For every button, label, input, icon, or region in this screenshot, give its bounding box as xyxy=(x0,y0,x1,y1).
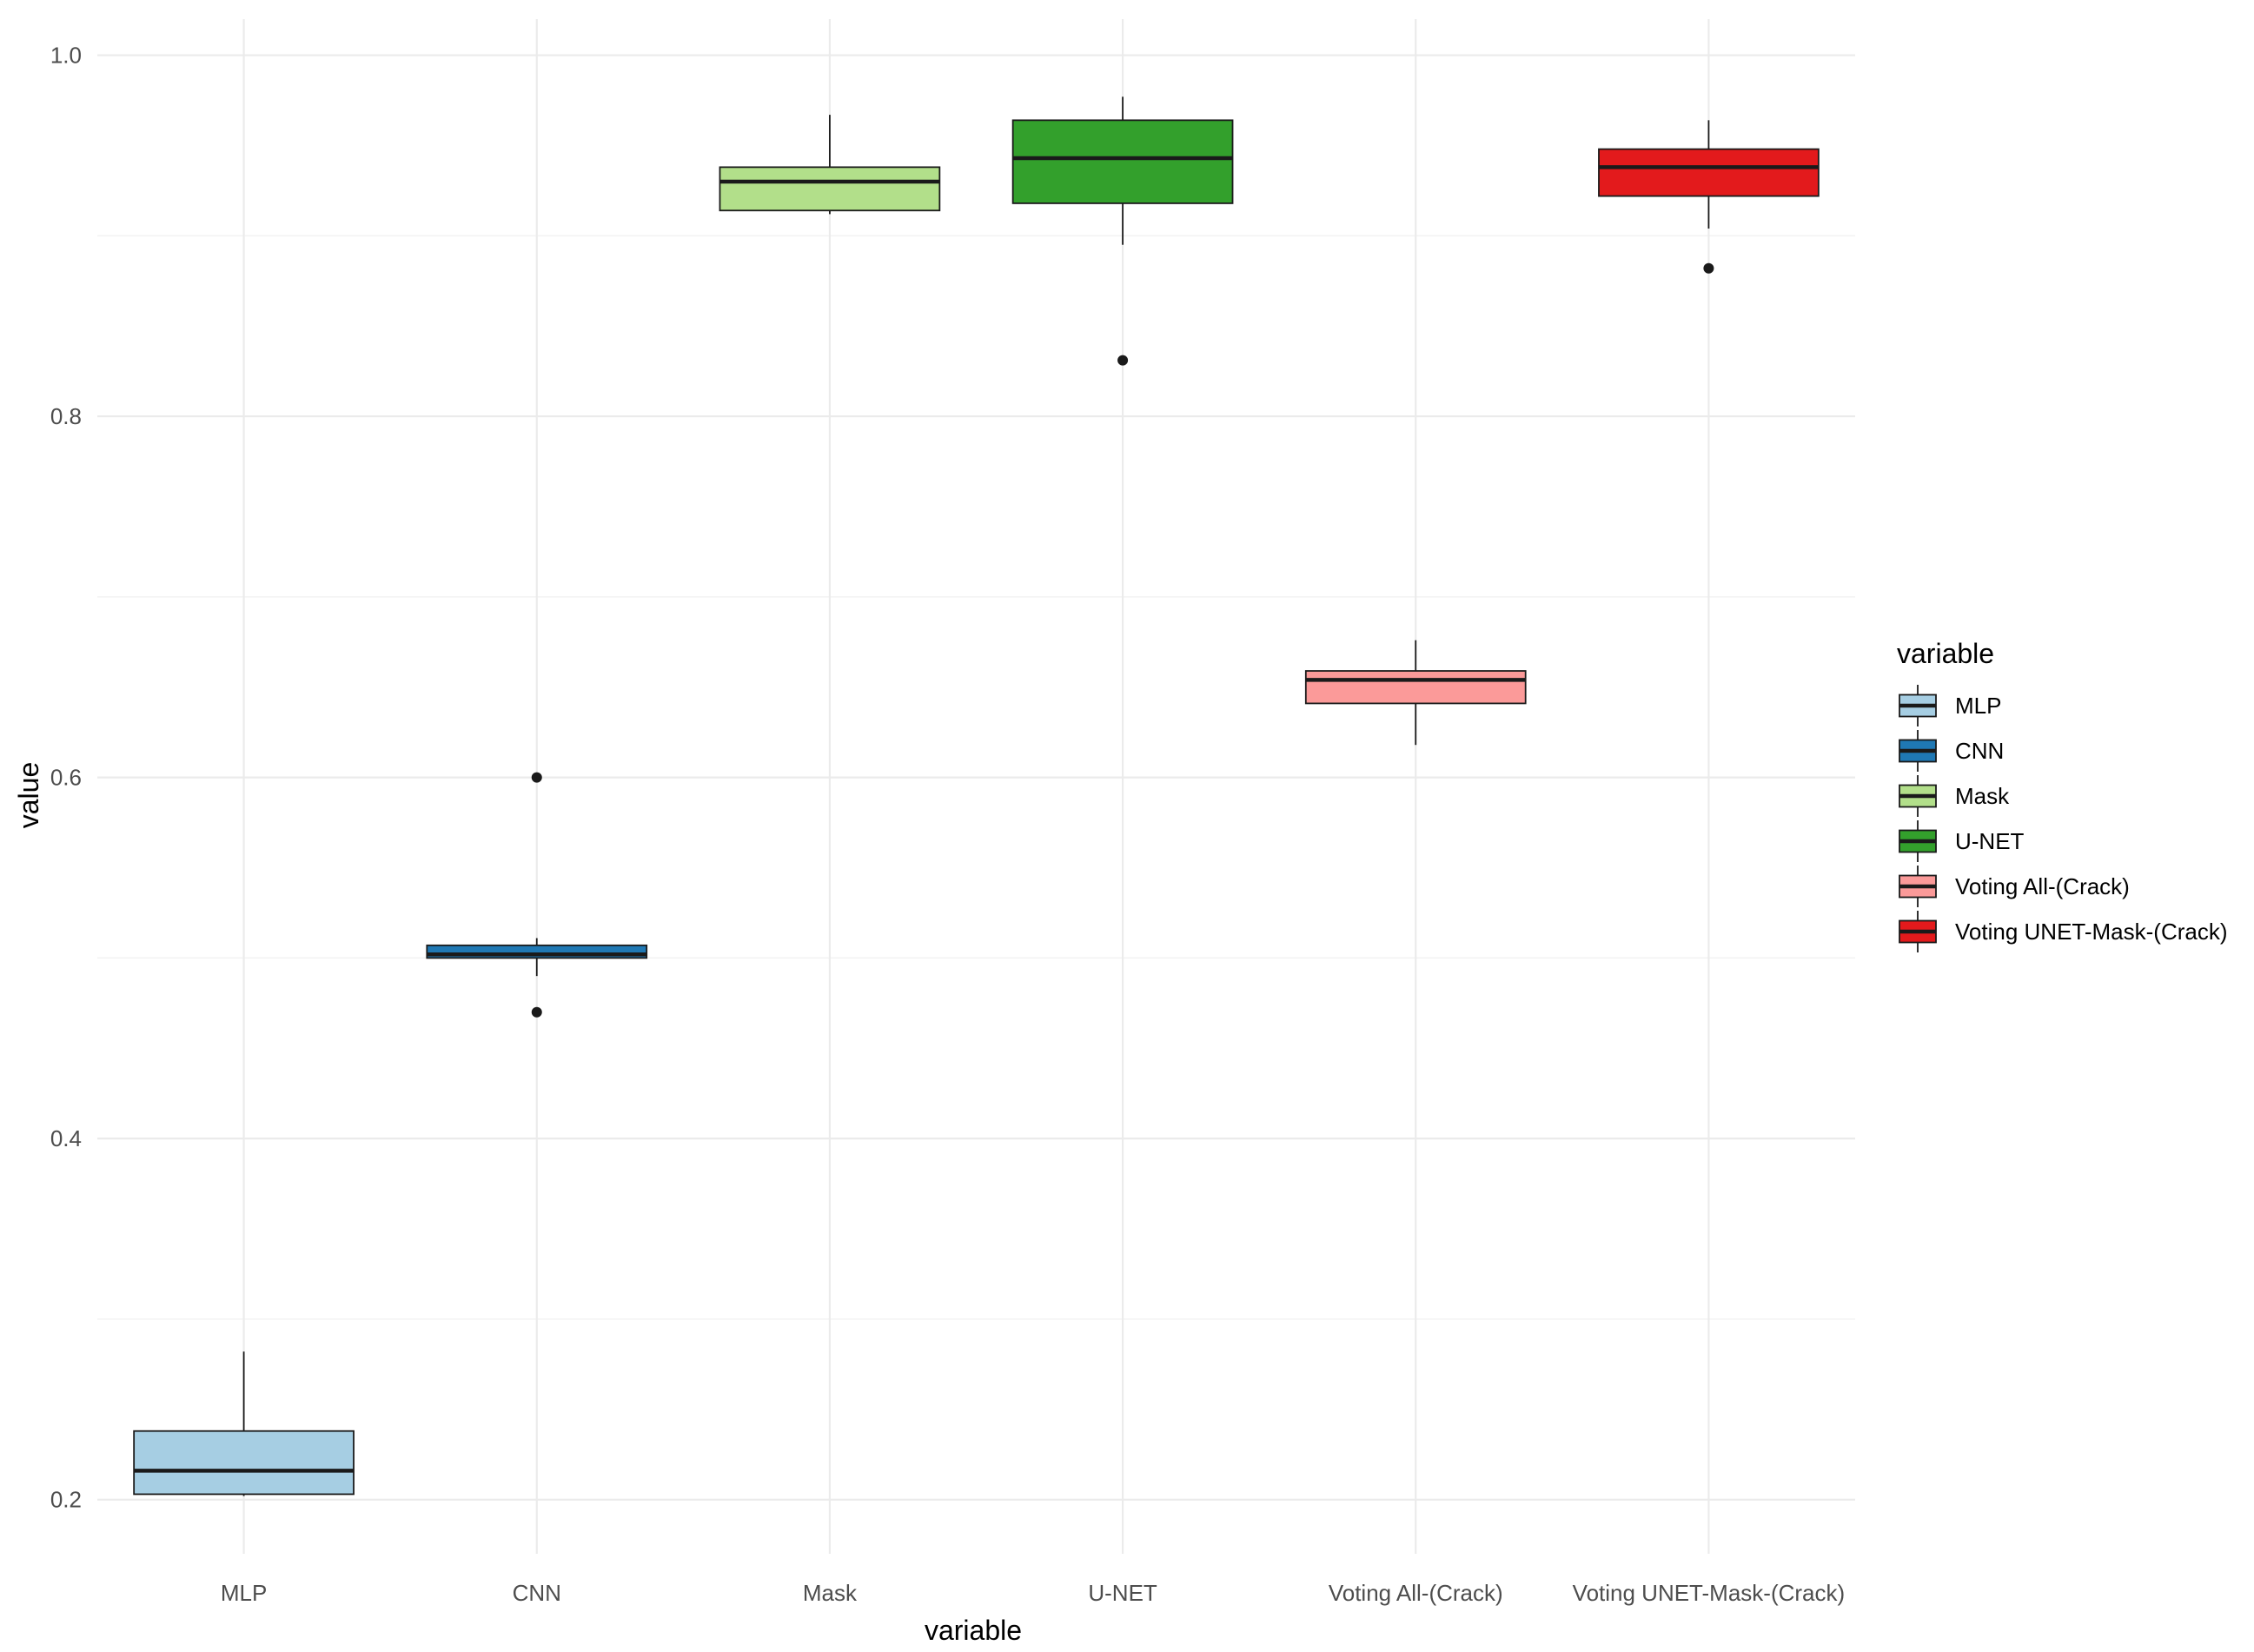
legend-label: Mask xyxy=(1955,783,2010,809)
y-tick-label: 0.8 xyxy=(50,403,82,429)
box-4 xyxy=(1011,96,1234,366)
outlier-point xyxy=(1703,262,1714,274)
box-6 xyxy=(1598,120,1820,274)
box-body xyxy=(133,1430,355,1496)
legend-item: U-NET xyxy=(1899,820,2025,862)
outlier-point xyxy=(531,772,542,783)
x-tick-label: CNN xyxy=(513,1580,561,1606)
legend-item: MLP xyxy=(1899,685,2001,726)
legend-label: MLP xyxy=(1955,693,2001,719)
legend-label: U-NET xyxy=(1955,828,2025,854)
x-tick-label: Voting All-(Crack) xyxy=(1329,1580,1503,1606)
legend-items: MLP CNN Mask U-NET Voting All-(Crack) Voting … xyxy=(1899,685,2228,952)
legend-item: CNN xyxy=(1899,730,2004,772)
box-body xyxy=(1011,119,1234,204)
box-body xyxy=(1598,148,1820,197)
legend: variable MLP CNN Mask U-NET Voting All-(Crac… xyxy=(1897,638,2228,952)
legend-label: CNN xyxy=(1955,738,2004,764)
y-axis-title: value xyxy=(13,762,44,829)
box-1 xyxy=(133,1351,355,1496)
box-3 xyxy=(719,115,941,215)
legend-item: Voting All-(Crack) xyxy=(1899,866,2130,907)
outlier-point xyxy=(531,1006,542,1018)
boxes xyxy=(133,96,1820,1496)
x-tick-label: Voting UNET-Mask-(Crack) xyxy=(1573,1580,1846,1606)
x-tick-label: MLP xyxy=(221,1580,267,1606)
box-2 xyxy=(426,772,648,1018)
y-tick-label: 0.4 xyxy=(50,1125,82,1151)
x-axis-title: variable xyxy=(925,1615,1022,1646)
x-axis-ticks: MLP CNN Mask U-NET Voting All-(Crack) Voting … xyxy=(221,1580,1845,1606)
grid xyxy=(97,19,1855,1554)
legend-title: variable xyxy=(1897,638,1994,669)
x-tick-label: U-NET xyxy=(1088,1580,1157,1606)
box-body xyxy=(1304,670,1527,705)
y-tick-label: 0.6 xyxy=(50,765,82,791)
legend-label: Voting UNET-Mask-(Crack) xyxy=(1955,919,2228,945)
y-tick-label: 0.2 xyxy=(50,1487,82,1513)
box-5 xyxy=(1304,640,1527,746)
x-tick-label: Mask xyxy=(803,1580,858,1606)
outlier-point xyxy=(1117,355,1129,366)
y-axis-ticks: 0.2 0.4 0.6 0.8 1.0 xyxy=(50,43,82,1513)
legend-item: Voting UNET-Mask-(Crack) xyxy=(1899,911,2228,952)
y-tick-label: 1.0 xyxy=(50,43,82,69)
box-body xyxy=(719,166,941,212)
legend-label: Voting All-(Crack) xyxy=(1955,873,2130,899)
legend-item: Mask xyxy=(1899,775,2010,817)
